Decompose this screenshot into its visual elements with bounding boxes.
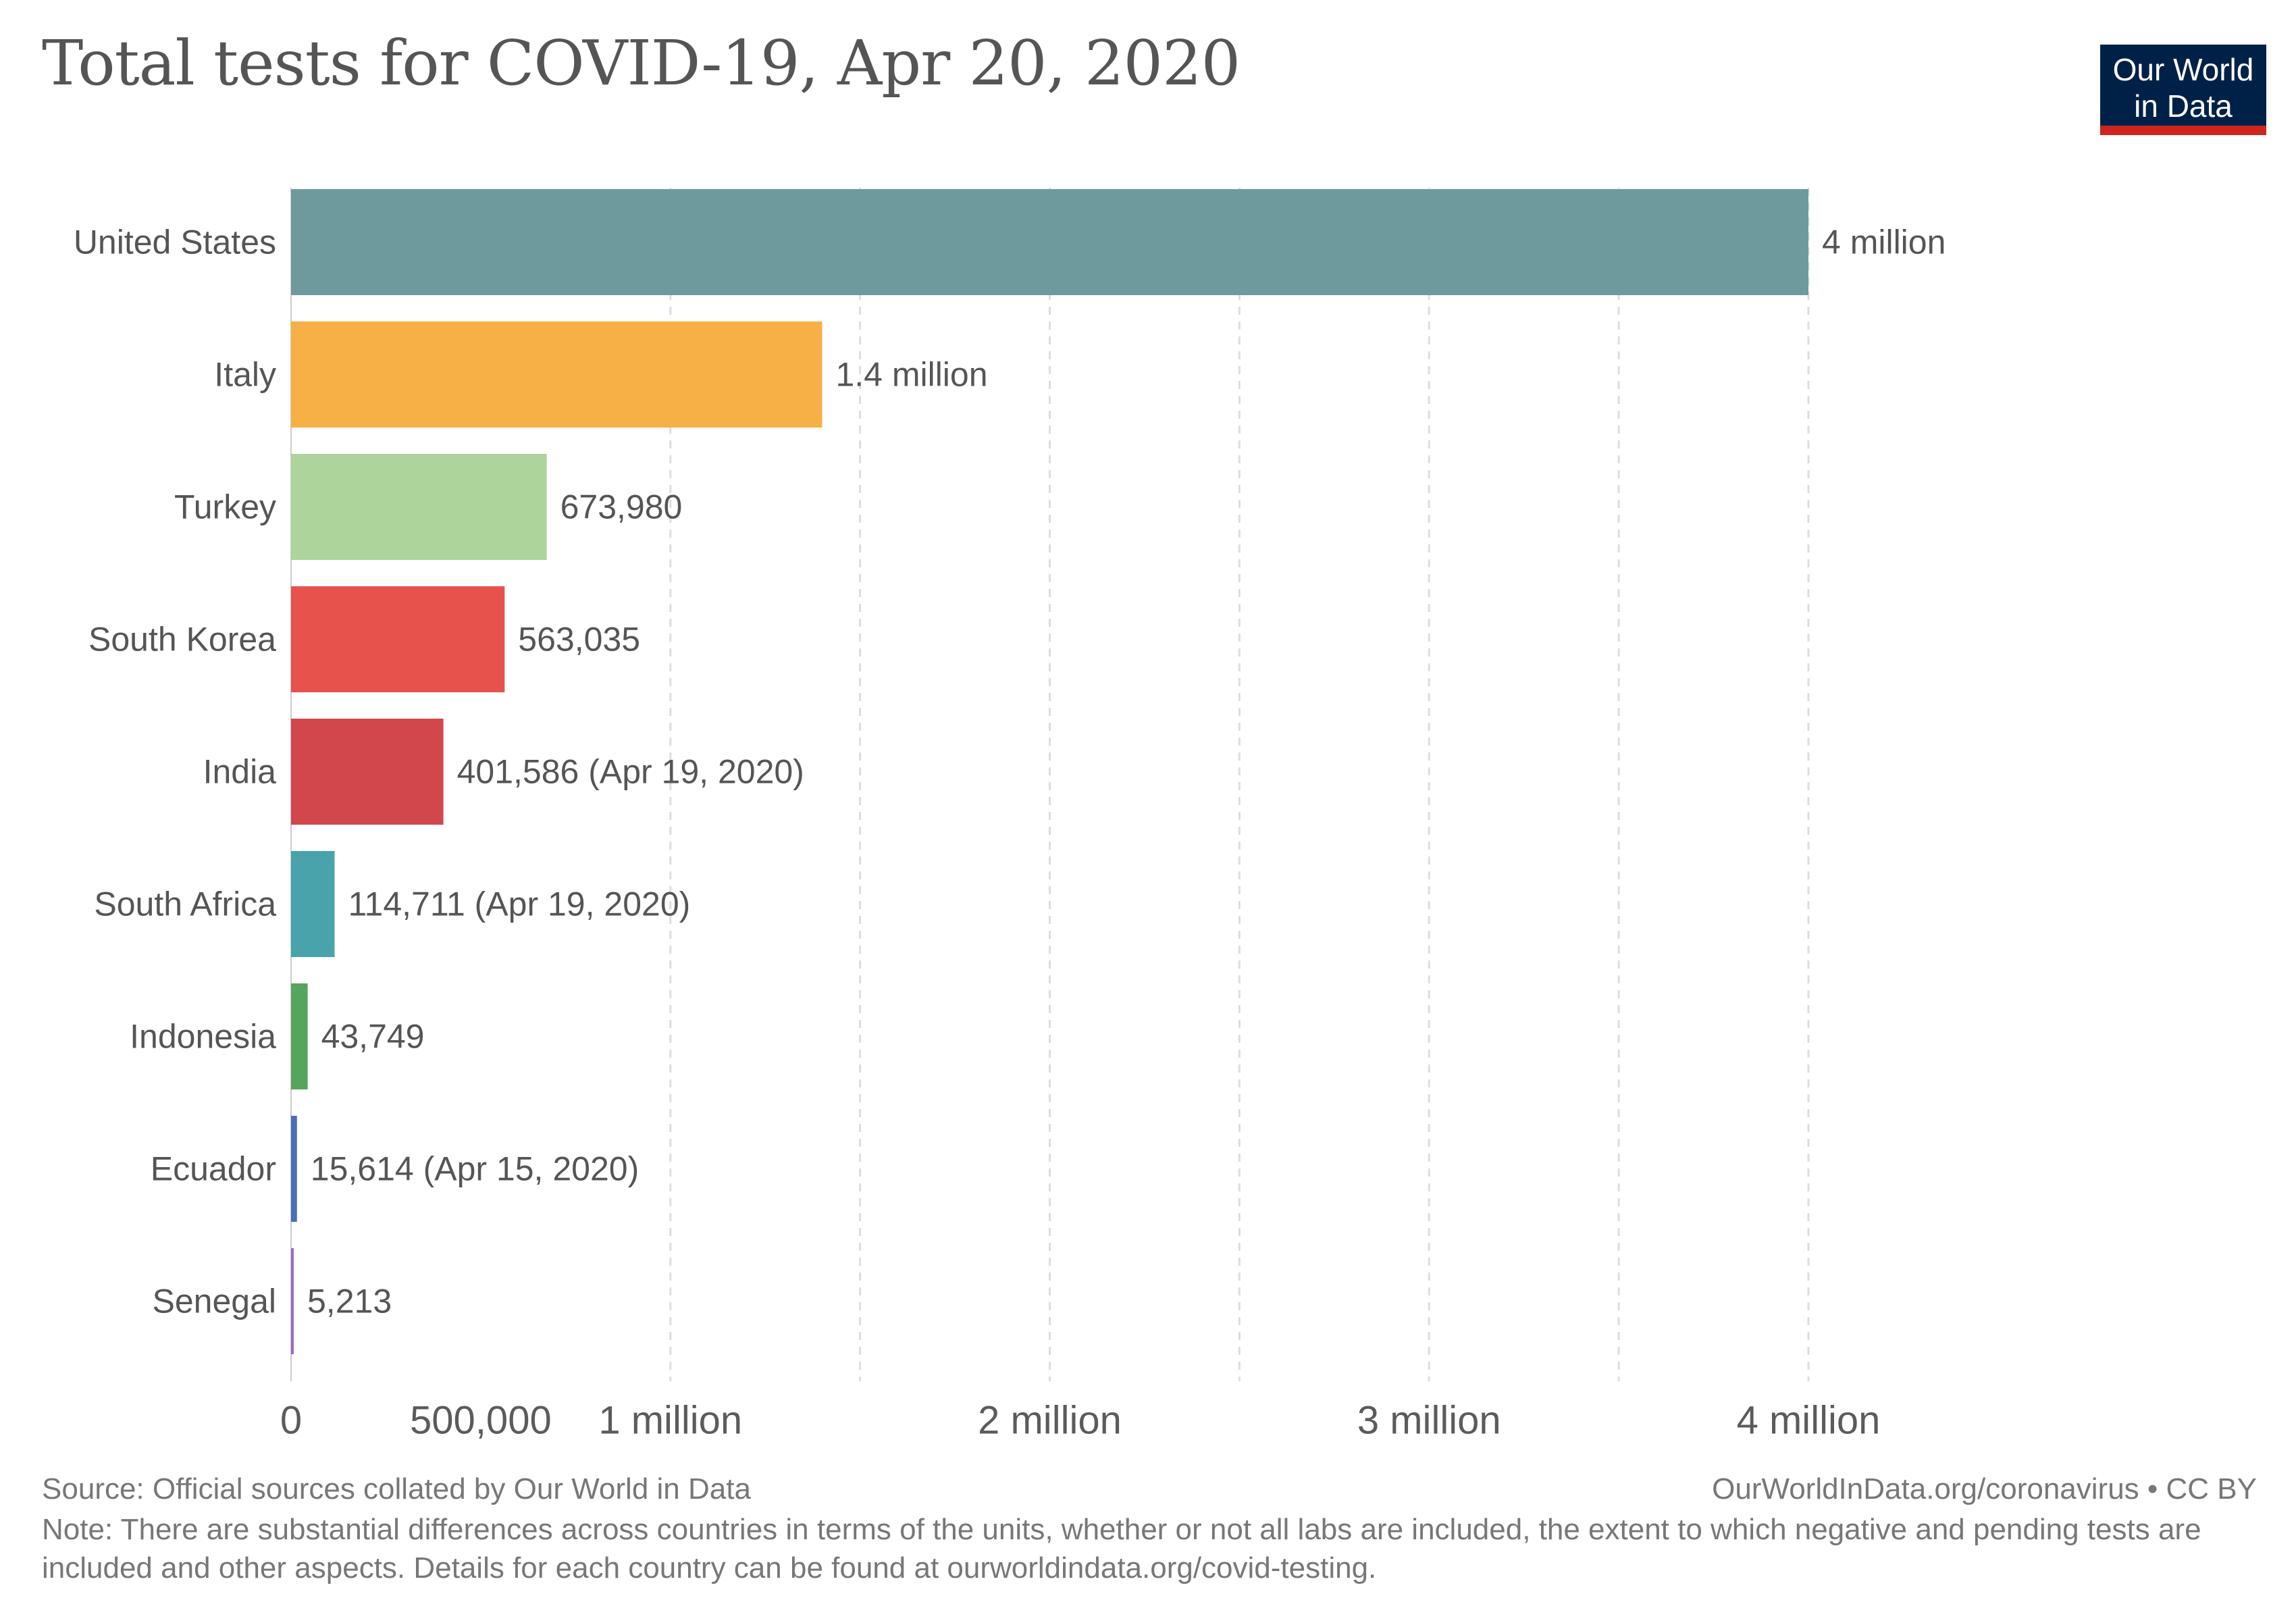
bar-4[interactable] [291, 719, 444, 825]
bar-6[interactable] [291, 983, 308, 1089]
value-label-2: 673,980 [560, 488, 683, 526]
category-label-2: Turkey [174, 488, 276, 526]
owid-logo[interactable]: Our World in Data [2100, 45, 2266, 135]
category-label-0: United States [74, 224, 276, 261]
x-tick-label-3: 2 million [978, 1399, 1122, 1443]
logo-line-2: in Data [2134, 88, 2233, 124]
category-label-3: South Korea [88, 621, 276, 659]
bar-7[interactable] [291, 1116, 297, 1222]
source-note: Source: Official sources collated by Our… [42, 1472, 751, 1506]
category-label-8: Senegal [153, 1283, 277, 1320]
x-tick-label-1: 500,000 [410, 1399, 552, 1443]
bar-2[interactable] [291, 454, 547, 560]
category-label-1: Italy [214, 356, 276, 394]
category-label-7: Ecuador [151, 1150, 276, 1188]
credit-link[interactable]: OurWorldInData.org/coronavirus • CC BY [1712, 1472, 2257, 1506]
value-label-8: 5,213 [307, 1283, 392, 1320]
value-label-0: 4 million [1822, 224, 1946, 261]
x-tick-label-0: 0 [280, 1399, 302, 1443]
footnote: Note: There are substantial differences … [42, 1513, 2201, 1585]
bar-1[interactable] [291, 321, 823, 428]
x-axis: 0 500,000 1 million 2 million 3 million 4 mil… [280, 1399, 1881, 1443]
bar-chart: United States 4 million Italy 1.4 million Tu… [74, 188, 1946, 1443]
value-label-6: 43,749 [321, 1018, 425, 1056]
category-label-6: Indonesia [130, 1018, 276, 1056]
logo-line-1: Our World [2112, 52, 2254, 87]
x-tick-label-4: 3 million [1357, 1399, 1501, 1443]
labels: United States 4 million Italy 1.4 million Tu… [74, 224, 1946, 1320]
value-label-1: 1.4 million [835, 356, 987, 394]
value-label-7: 15,614 (Apr 15, 2020) [311, 1150, 639, 1188]
bar-8[interactable] [291, 1248, 294, 1354]
bar-3[interactable] [291, 586, 505, 692]
bars [291, 189, 1808, 1354]
category-label-4: India [203, 753, 277, 791]
chart-title: Total tests for COVID-19, Apr 20, 2020 [42, 27, 1241, 99]
category-label-5: South Africa [94, 885, 276, 923]
x-tick-label-2: 1 million [598, 1399, 742, 1443]
x-tick-label-5: 4 million [1737, 1399, 1881, 1443]
bar-5[interactable] [291, 851, 335, 957]
value-label-5: 114,711 (Apr 19, 2020) [348, 885, 690, 923]
bar-0[interactable] [291, 189, 1808, 295]
value-label-3: 563,035 [518, 621, 640, 659]
value-label-4: 401,586 (Apr 19, 2020) [457, 753, 804, 791]
